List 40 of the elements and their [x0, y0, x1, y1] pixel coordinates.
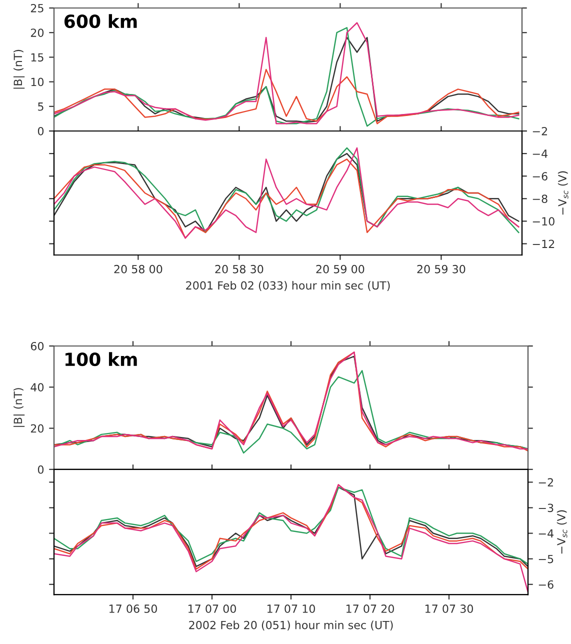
- x-tick-label: 17 07 10: [267, 604, 315, 613]
- y2-tick-label: −6: [532, 172, 548, 180]
- x-tick-label: 20 58 30: [215, 264, 264, 274]
- y2-tick-label: −6: [538, 580, 554, 589]
- x-tick-label: 20 58 00: [114, 264, 162, 274]
- chart-title: 100 km: [66, 352, 137, 366]
- line-series: [54, 68, 520, 124]
- y2-tick-label: −3: [538, 504, 554, 512]
- x-axis-title: 2002 Feb 20 (051) hour min sec (UT): [189, 620, 393, 631]
- x-tick-label: 17 07 00: [188, 604, 236, 613]
- y-axis-title: |B| (nT): [13, 388, 25, 427]
- y-tick-label: 60: [30, 342, 44, 350]
- y-tick-label: 10: [31, 78, 44, 86]
- x-tick-label: 17 07 20: [346, 604, 394, 613]
- y2-tick-label: −5: [538, 554, 554, 564]
- x-axis-title: 2001 Feb 02 (033) hour min sec (UT): [186, 281, 390, 291]
- y2-tick-label: −2: [538, 478, 553, 486]
- x-tick-label: 20 59 00: [316, 264, 364, 274]
- y-axis-title: |B| (nT): [13, 50, 25, 89]
- x-tick-label: 20 59 30: [417, 264, 466, 274]
- x-tick-label: 17 07 30: [425, 604, 473, 613]
- x-tick-label: 17 06 50: [109, 604, 157, 613]
- y2-axis-title: −V$_{sc}$ (V): [556, 510, 568, 554]
- y-tick-label: 15: [31, 53, 44, 62]
- y2-tick-label: −10: [532, 217, 554, 226]
- y2-tick-label: −4: [538, 529, 554, 538]
- y-tick-label: 25: [30, 4, 44, 12]
- y-tick-label: 20: [30, 28, 44, 37]
- y-tick-label: 20: [30, 424, 44, 433]
- y2-tick-label: −2: [532, 126, 547, 136]
- y2-tick-label: −4: [532, 150, 548, 158]
- y2-axis-title: −V$_{sc}$ (V): [558, 171, 568, 215]
- y-tick-label: 40: [30, 383, 44, 392]
- y2-tick-label: −8: [532, 194, 548, 204]
- y-tick-label: 5: [38, 102, 44, 111]
- y-tick-label: 0: [38, 126, 44, 136]
- y2-tick-label: −12: [532, 240, 554, 248]
- line-series: [54, 484, 528, 593]
- y-tick-label: 0: [38, 465, 44, 474]
- chart-title: 600 km: [64, 14, 137, 28]
